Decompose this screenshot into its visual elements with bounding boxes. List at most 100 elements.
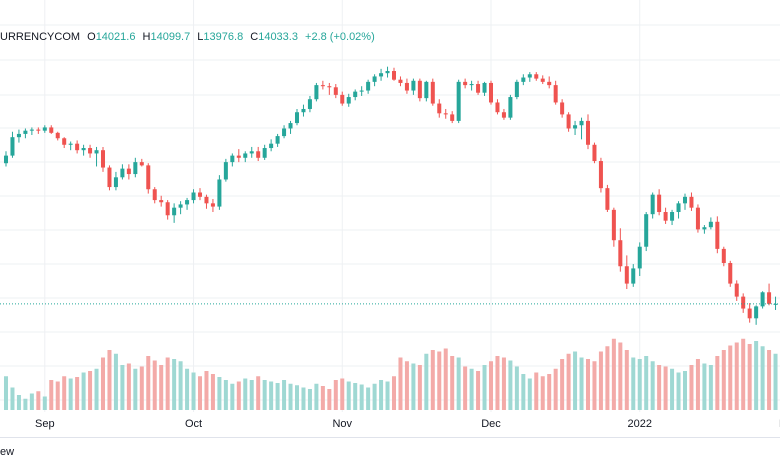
- candle-73: [476, 80, 481, 95]
- volume-bar-36: [236, 381, 241, 410]
- volume-bar-90: [585, 359, 591, 410]
- volume-bar-106: [689, 365, 694, 410]
- candle-body-16: [107, 167, 112, 188]
- volume-bar-37: [243, 378, 248, 410]
- candle-body-1: [10, 137, 15, 156]
- candle-body-104: [676, 203, 681, 213]
- candle-body-68: [443, 113, 448, 115]
- candle-body-119: [773, 303, 778, 305]
- low-value: 13976.8: [203, 31, 244, 43]
- volume-bar-28: [185, 368, 190, 410]
- candle-106: [689, 192, 694, 211]
- candle-body-55: [359, 90, 364, 92]
- volume-bar-59: [385, 381, 390, 410]
- candle-53: [346, 93, 351, 107]
- candle-12: [81, 144, 86, 156]
- volume-bar-108: [702, 363, 707, 410]
- candle-body-14: [94, 150, 99, 154]
- volume-bar-115: [747, 344, 752, 410]
- candle-96: [624, 255, 629, 290]
- candle-52: [340, 91, 345, 106]
- candle-body-79: [514, 81, 519, 98]
- volume-bar-21: [139, 366, 144, 410]
- volume-bar-97: [631, 357, 636, 410]
- candle-body-49: [320, 85, 325, 87]
- change-value: +2.8 (+0.02%): [305, 31, 375, 43]
- candle-body-24: [159, 200, 164, 203]
- candle-body-11: [75, 143, 80, 151]
- candle-body-89: [579, 120, 584, 126]
- candle-body-43: [282, 128, 287, 137]
- candle-90: [585, 114, 591, 150]
- candle-110: [715, 216, 720, 254]
- volume-bar-81: [527, 378, 532, 410]
- volume-bar-87: [566, 353, 571, 410]
- volume-bar-4: [29, 393, 34, 410]
- volume-bar-44: [288, 383, 293, 410]
- volume-bar-30: [197, 376, 203, 410]
- candle-35: [230, 153, 235, 167]
- volume-bar-91: [592, 361, 597, 410]
- volume-bar-88: [573, 351, 578, 410]
- candle-86: [560, 99, 565, 118]
- volume-bar-116: [754, 341, 759, 410]
- candle-40: [262, 144, 267, 160]
- candle-body-54: [353, 91, 358, 98]
- volume-bar-112: [728, 345, 733, 410]
- candle-body-32: [210, 203, 215, 207]
- candle-body-65: [424, 81, 429, 99]
- candle-body-101: [657, 194, 662, 213]
- volume-bar-111: [721, 350, 726, 410]
- candle-17: [113, 171, 118, 191]
- candle-body-22: [146, 165, 151, 190]
- candle-13: [88, 144, 93, 158]
- candle-body-13: [88, 148, 93, 154]
- candle-body-77: [501, 112, 506, 118]
- volume-bar-68: [443, 348, 448, 410]
- candle-body-98: [637, 246, 642, 269]
- candle-7: [49, 125, 54, 134]
- candle-34: [223, 158, 228, 182]
- candle-41: [269, 139, 274, 152]
- volume-bar-71: [463, 366, 468, 410]
- candle-69: [450, 111, 455, 124]
- volume-bar-10: [68, 378, 73, 410]
- candle-body-94: [611, 209, 616, 241]
- candle-body-71: [463, 81, 468, 86]
- volume-bar-11: [75, 377, 80, 410]
- candle-body-35: [230, 155, 235, 163]
- candle-21: [139, 158, 144, 167]
- candle-body-38: [249, 151, 254, 154]
- candle-56: [366, 79, 371, 94]
- candle-body-82: [534, 74, 539, 79]
- volume-bar-60: [391, 376, 397, 410]
- candle-body-18: [120, 168, 125, 178]
- volume-bar-95: [618, 342, 623, 410]
- candle-44: [288, 120, 293, 134]
- candle-body-81: [527, 74, 532, 78]
- volume-bar-85: [553, 368, 558, 410]
- volume-bar-38: [249, 380, 254, 410]
- candle-11: [75, 140, 80, 154]
- candle-0: [3, 151, 9, 167]
- candle-85: [553, 80, 558, 105]
- volume-bar-86: [560, 359, 565, 410]
- candle-body-100: [650, 194, 655, 215]
- volume-bar-29: [191, 372, 196, 410]
- candle-68: [443, 108, 448, 119]
- volume-bar-73: [476, 371, 481, 410]
- candle-body-72: [469, 84, 474, 86]
- volume-bar-72: [469, 368, 474, 410]
- x-tick-label-2: Nov: [332, 418, 352, 430]
- candle-89: [579, 117, 584, 140]
- candle-63: [411, 78, 416, 95]
- high-value: 14099.7: [150, 31, 191, 43]
- volume-bar-63: [411, 363, 416, 410]
- volume-layer: [3, 338, 778, 410]
- candle-body-116: [754, 306, 759, 319]
- volume-bar-16: [107, 350, 112, 410]
- volume-bar-12: [81, 372, 86, 410]
- candle-20: [133, 157, 138, 178]
- volume-bar-3: [23, 398, 28, 410]
